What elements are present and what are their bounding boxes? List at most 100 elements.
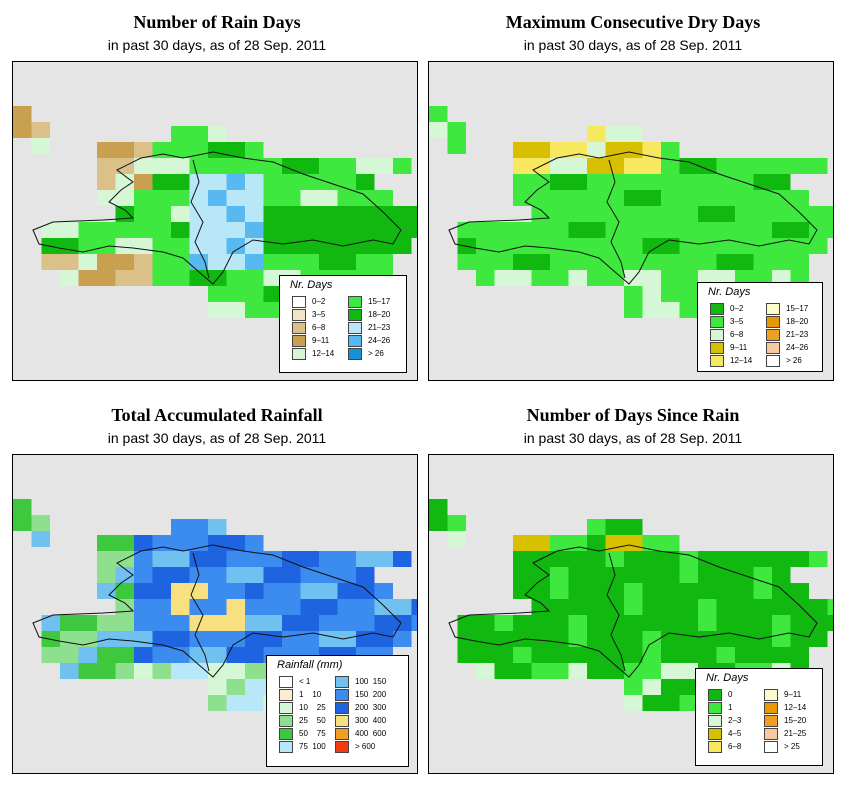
grid-cell — [587, 254, 606, 270]
grid-cell — [698, 647, 717, 663]
grid-cell — [494, 222, 513, 238]
grid-cell — [661, 254, 680, 270]
grid-cell — [753, 615, 772, 631]
grid-cell — [13, 515, 32, 531]
legend-title: Rainfall (mm) — [277, 659, 343, 671]
legend-label: 21–23 — [786, 330, 809, 339]
grid-cell — [550, 663, 569, 679]
legend-swatch — [335, 741, 349, 753]
grid-cell — [772, 158, 791, 174]
grid-cell — [97, 551, 116, 567]
legend-swatch — [348, 335, 362, 347]
legend-swatch — [279, 741, 293, 753]
grid-cell — [587, 158, 606, 174]
grid-cell — [152, 190, 171, 206]
grid-cell — [531, 190, 550, 206]
legend: Rainfall (mm) < 1 1 10 10 25 25 50 50 75 75 1… — [266, 655, 409, 767]
grid-cell — [60, 647, 79, 663]
map: Nr. Days 0 1 2–3 4–5 6–8 9–11 12–14 15–20 21–25 >… — [428, 454, 834, 774]
legend-label: 9–11 — [730, 343, 748, 352]
grid-cell — [115, 663, 134, 679]
grid-cell — [115, 174, 134, 190]
grid-cell — [624, 599, 643, 615]
grid-cell — [319, 583, 338, 599]
grid-cell — [282, 599, 301, 615]
grid-cell — [679, 567, 698, 583]
grid-cell — [171, 551, 190, 567]
grid-cell — [226, 599, 245, 615]
grid-cell — [753, 158, 772, 174]
grid-cell — [263, 567, 282, 583]
legend-label: 12–14 — [730, 356, 753, 365]
grid-cell — [208, 254, 227, 270]
legend-label: 75 100 — [299, 742, 326, 751]
grid-cell — [642, 583, 661, 599]
grid-cell — [263, 551, 282, 567]
grid-cell — [679, 238, 698, 254]
grid-cell — [531, 583, 550, 599]
grid-cell — [97, 615, 116, 631]
grid-cell — [587, 142, 606, 158]
legend-label: > 26 — [786, 356, 802, 365]
legend-swatch — [708, 728, 722, 740]
grid-cell — [827, 222, 833, 238]
legend-label: > 25 — [784, 742, 800, 751]
grid-cell — [568, 535, 587, 551]
grid-cell — [476, 615, 495, 631]
grid-cell — [753, 238, 772, 254]
grid-cell — [337, 238, 356, 254]
grid-cell — [300, 583, 319, 599]
grid-cell — [531, 270, 550, 286]
grid-cell — [134, 567, 153, 583]
legend-swatch — [708, 715, 722, 727]
grid-cell — [226, 174, 245, 190]
grid-cell — [661, 174, 680, 190]
grid-cell — [319, 599, 338, 615]
grid-cell — [226, 270, 245, 286]
legend-label: 1 10 — [299, 690, 322, 699]
grid-cell — [115, 567, 134, 583]
legend-swatch — [764, 689, 778, 701]
legend: Nr. Days 0–2 3–5 6–8 9–11 12–14 15–17 18–20 21–… — [697, 282, 823, 372]
grid-cell — [587, 238, 606, 254]
grid-cell — [31, 515, 50, 531]
grid-cell — [337, 615, 356, 631]
grid-cell — [429, 106, 448, 122]
grid-cell — [189, 222, 208, 238]
grid-cell — [642, 631, 661, 647]
grid-cell — [661, 599, 680, 615]
grid-cell — [282, 631, 301, 647]
grid-cell — [208, 206, 227, 222]
grid-cell — [568, 190, 587, 206]
grid-cell — [661, 158, 680, 174]
grid-cell — [282, 583, 301, 599]
grid-cell — [661, 567, 680, 583]
legend-swatch — [766, 303, 780, 315]
grid-cell — [642, 647, 661, 663]
grid-cell — [208, 615, 227, 631]
grid-cell — [531, 647, 550, 663]
grid-cell — [245, 270, 264, 286]
grid-cell — [393, 631, 412, 647]
grid-cell — [790, 254, 809, 270]
grid-cell — [698, 583, 717, 599]
grid-cell — [494, 270, 513, 286]
grid-cell — [60, 631, 79, 647]
legend-label: 9–11 — [784, 690, 802, 699]
grid-cell — [661, 222, 680, 238]
grid-cell — [263, 190, 282, 206]
grid-cell — [189, 631, 208, 647]
grid-cell — [78, 254, 97, 270]
grid-cell — [171, 190, 190, 206]
grid-cell — [716, 599, 735, 615]
legend-swatch — [335, 715, 349, 727]
grid-cell — [531, 254, 550, 270]
grid-cell — [790, 583, 809, 599]
panel-title: Number of Days Since Rain — [526, 405, 740, 425]
grid-cell — [605, 663, 624, 679]
grid-cell — [189, 551, 208, 567]
grid-cell — [661, 663, 680, 679]
grid-cell — [300, 190, 319, 206]
legend-swatch — [348, 322, 362, 334]
country-border — [190, 552, 210, 672]
